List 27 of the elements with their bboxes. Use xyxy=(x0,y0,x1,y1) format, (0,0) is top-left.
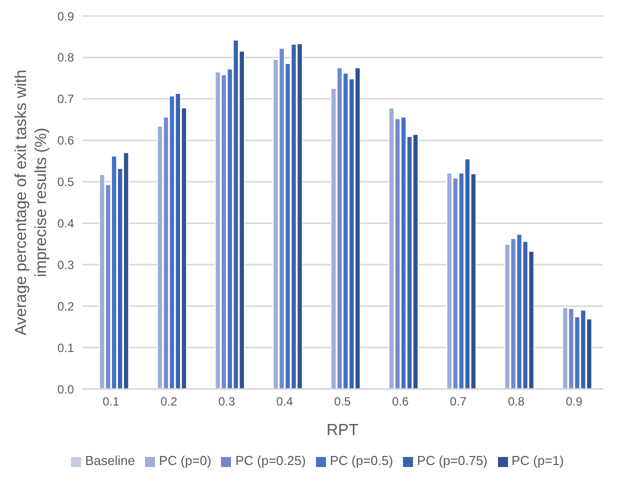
x-tick-label: 0.3 xyxy=(218,394,236,409)
y-axis-title: Average percentage of exit tasks with imprecise results (%) xyxy=(13,70,50,336)
x-tick-label: 0.6 xyxy=(392,394,410,409)
legend-label: PC (p=0) xyxy=(158,453,212,468)
y-tick-label: 0.8 xyxy=(57,50,74,65)
x-tick-label: 0.4 xyxy=(276,394,294,409)
x-tick-label: 0.1 xyxy=(102,394,120,409)
y-tick-label: 0.4 xyxy=(57,216,74,230)
y-tick-label: 0.2 xyxy=(57,299,74,314)
y-tick-label: 0.9 xyxy=(57,9,74,24)
x-tick-label: 0.8 xyxy=(508,394,525,409)
x-tick-label: 0.7 xyxy=(450,394,467,409)
legend-label: Baseline xyxy=(85,453,135,468)
legend-label: PC (p=0.25) xyxy=(235,453,306,468)
x-axis-title: RPT xyxy=(326,422,359,439)
y-tick-label: 0.0 xyxy=(57,382,74,396)
x-tick-label: 0.2 xyxy=(160,394,178,409)
y-tick-label: 0.3 xyxy=(57,258,74,272)
x-tick-label: 0.5 xyxy=(334,394,352,409)
y-tick-label: 0.6 xyxy=(57,134,74,148)
y-tick-label: 0.7 xyxy=(57,92,74,106)
x-tick-label: 0.9 xyxy=(566,394,583,409)
y-tick-label: 0.1 xyxy=(57,340,74,355)
y-tick-label: 0.5 xyxy=(57,175,74,190)
legend-label: PC (p=1) xyxy=(512,453,564,468)
legend-label: PC (p=0.75) xyxy=(417,453,488,468)
legend-label: PC (p=0.5) xyxy=(330,453,394,468)
